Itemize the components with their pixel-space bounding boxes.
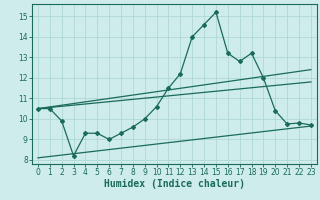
- X-axis label: Humidex (Indice chaleur): Humidex (Indice chaleur): [104, 179, 245, 189]
